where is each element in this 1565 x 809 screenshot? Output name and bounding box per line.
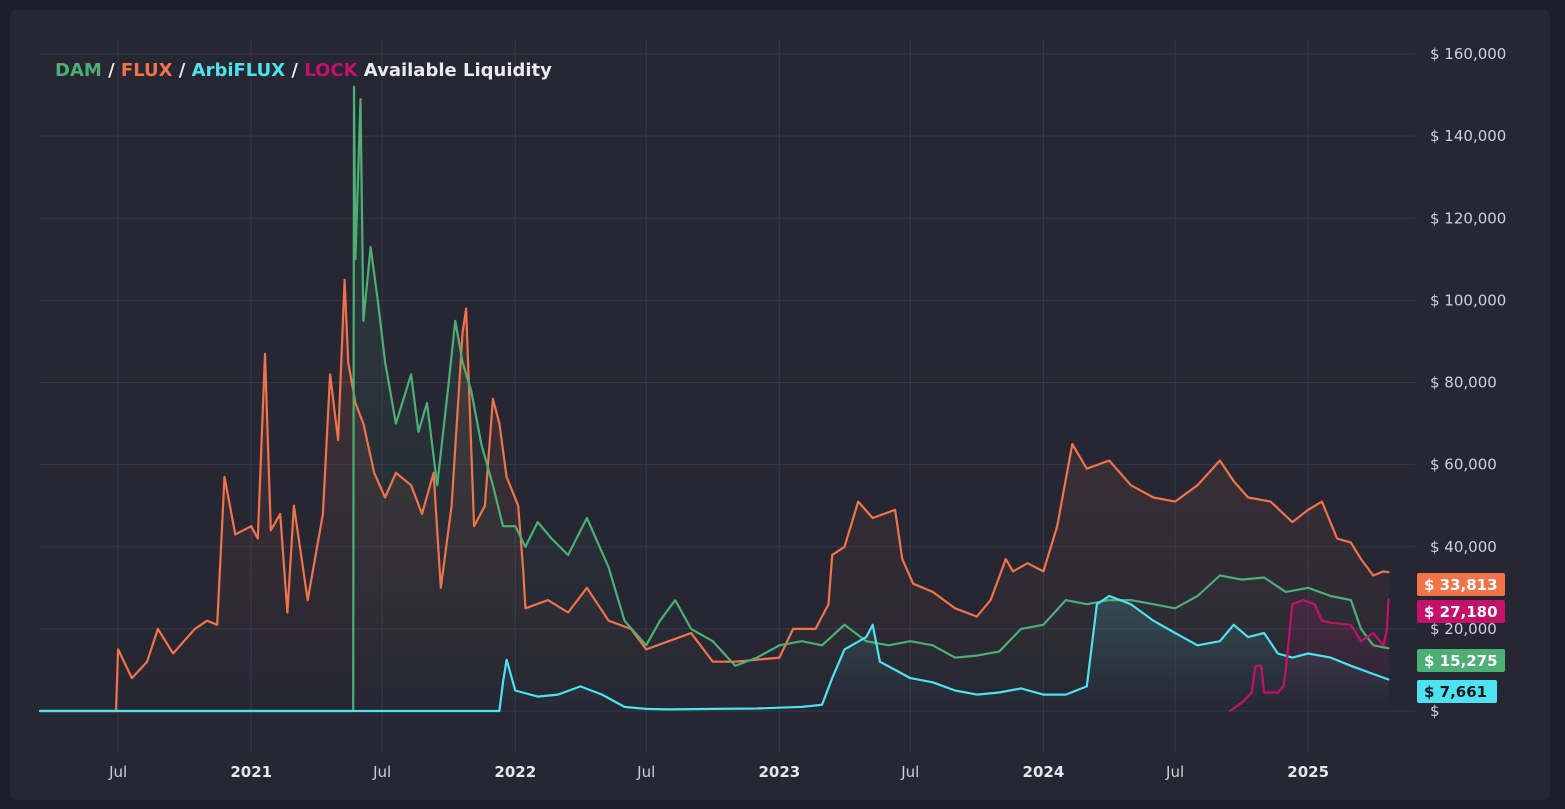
lock-last-value-badge: $ 27,180 [1417,600,1505,623]
y-tick-label: $ 160,000 [1430,45,1506,63]
x-tick-label: 2022 [494,763,536,781]
lock-badge-bg [1417,600,1505,623]
flux-line [38,278,1390,713]
arbiflux-last-value-badge: $ 7,661 [1417,680,1497,703]
dam-line [38,85,1390,713]
title-dam: DAM [55,60,102,81]
x-tick-label: Jul [900,763,919,781]
dam-badge-bg [1417,649,1505,672]
y-tick-label: $ 100,000 [1430,291,1506,309]
y-axis: $ $ 20,000 $ 40,000 $ 60,000 $ 80,000 $ 100,0… [1430,45,1506,720]
title-separator: / [172,60,192,81]
lock-area [1230,599,1389,711]
y-tick-label: $ 60,000 [1430,456,1497,474]
y-tick-label: $ [1430,702,1440,720]
title-separator: / [285,60,305,81]
title-separator: / [101,60,121,81]
x-tick-label: Jul [636,763,655,781]
arbiflux-badge-label: $ 7,661 [1424,683,1487,701]
area-fills [40,86,1389,711]
flux-badge-label: $ 33,813 [1424,576,1498,594]
x-tick-label: 2025 [1287,763,1329,781]
title-suffix: Available Liquidity [357,60,552,81]
y-tick-label: $ 40,000 [1430,538,1497,556]
x-tick-label: Jul [372,763,391,781]
chart-title: DAM / FLUX / ArbiFLUX / LOCK Available L… [55,60,552,81]
y-tick-label: $ 140,000 [1430,127,1506,145]
title-lock: LOCK [304,60,358,81]
chart-panel: $ $ 20,000 $ 40,000 $ 60,000 $ 80,000 $ 100,0… [10,10,1550,800]
arbiflux-line [38,594,1390,713]
grid-lines [40,40,1415,752]
dam-last-value-badge: $ 15,275 [1417,649,1505,672]
dam-badge-label: $ 15,275 [1424,652,1498,670]
y-tick-label: $ 80,000 [1430,374,1497,392]
x-tick-label: Jul [1165,763,1184,781]
lock-badge-label: $ 27,180 [1424,603,1498,621]
x-axis: Jul 2021 Jul 2022 Jul 2023 Jul 2024 Jul 2025 [108,763,1329,781]
last-value-badges: $ 33,813 $ 27,180 $ 15,275 $ 7,661 [1417,573,1505,703]
x-tick-label: 2024 [1023,763,1065,781]
arbiflux-badge-bg [1417,680,1497,703]
x-tick-label: Jul [108,763,127,781]
y-tick-label: $ 120,000 [1430,209,1506,227]
flux-last-value-badge: $ 33,813 [1417,573,1505,596]
dam-area [40,86,1389,711]
series-lines [38,85,1390,713]
y-tick-label: $ 20,000 [1430,620,1497,638]
liquidity-chart: $ $ 20,000 $ 40,000 $ 60,000 $ 80,000 $ 100,0… [38,40,1506,781]
title-flux: FLUX [120,60,173,81]
lock-line [1229,598,1390,713]
title-arbiflux: ArbiFLUX [191,60,286,81]
x-tick-label: 2023 [758,763,800,781]
x-tick-label: 2021 [230,763,272,781]
flux-badge-bg [1417,573,1505,596]
